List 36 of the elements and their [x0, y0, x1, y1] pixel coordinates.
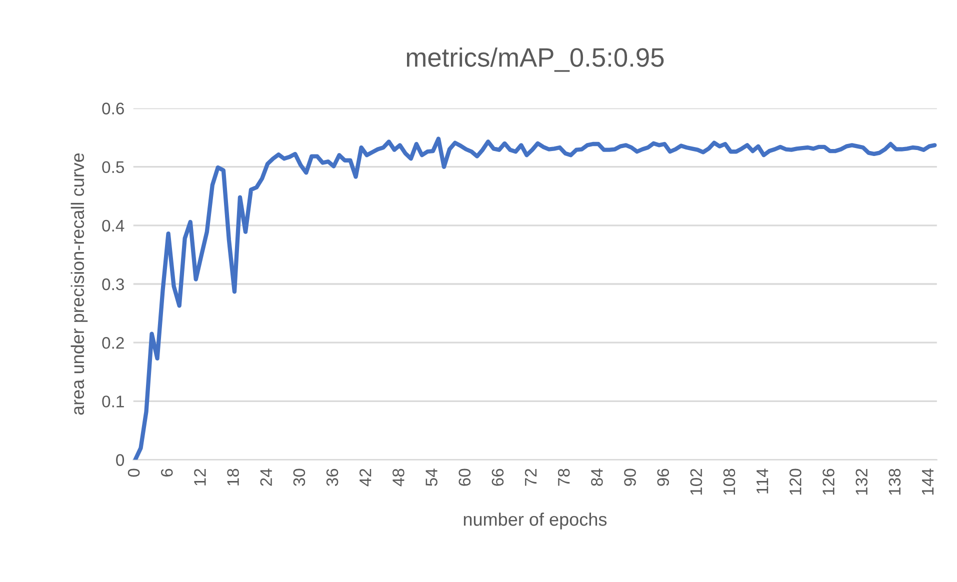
x-tick-label: 24: [260, 468, 272, 486]
x-tick-label: 60: [458, 468, 471, 486]
x-tick-label: 18: [227, 468, 239, 486]
x-tick-label: 144: [922, 468, 934, 495]
x-tick-label: 30: [293, 468, 306, 486]
x-tick-label: 78: [558, 468, 570, 486]
x-tick-label: 36: [326, 468, 338, 486]
y-axis-title: area under precision-recall curve: [70, 153, 88, 415]
y-tick-label: 0.2: [102, 337, 124, 349]
x-tick-label: 90: [624, 468, 636, 486]
x-tick-label: 66: [492, 468, 504, 486]
x-tick-label: 84: [591, 468, 603, 486]
x-tick-label: 96: [657, 468, 670, 486]
x-tick-label: 102: [690, 468, 702, 495]
x-tick-label: 42: [359, 468, 372, 486]
x-axis-title: number of epochs: [464, 512, 607, 530]
x-tick-label: 138: [888, 468, 901, 495]
x-tick-label: 114: [756, 468, 768, 494]
x-tick-label: 132: [856, 468, 868, 495]
y-tick-label: 0.1: [102, 396, 124, 408]
x-tick-label: 0: [128, 468, 140, 477]
x-tick-label: 126: [822, 468, 834, 495]
x-tick-label: 120: [790, 468, 802, 495]
y-tick-label: 0.5: [102, 161, 124, 174]
y-tick-label: 0.3: [102, 278, 124, 290]
y-tick-label: 0: [116, 454, 124, 466]
y-tick-label: 0.4: [102, 220, 124, 232]
y-tick-label: 0.6: [102, 102, 124, 114]
x-tick-label: 12: [194, 468, 206, 486]
x-tick-label: 48: [392, 468, 404, 486]
chart-title: metrics/mAP_0.5:0.95: [406, 47, 664, 72]
x-tick-label: 54: [426, 468, 438, 486]
x-tick-label: 108: [723, 468, 736, 495]
line-series: [133, 136, 937, 460]
x-tick-label: 6: [160, 468, 173, 477]
x-tick-label: 72: [524, 468, 537, 486]
